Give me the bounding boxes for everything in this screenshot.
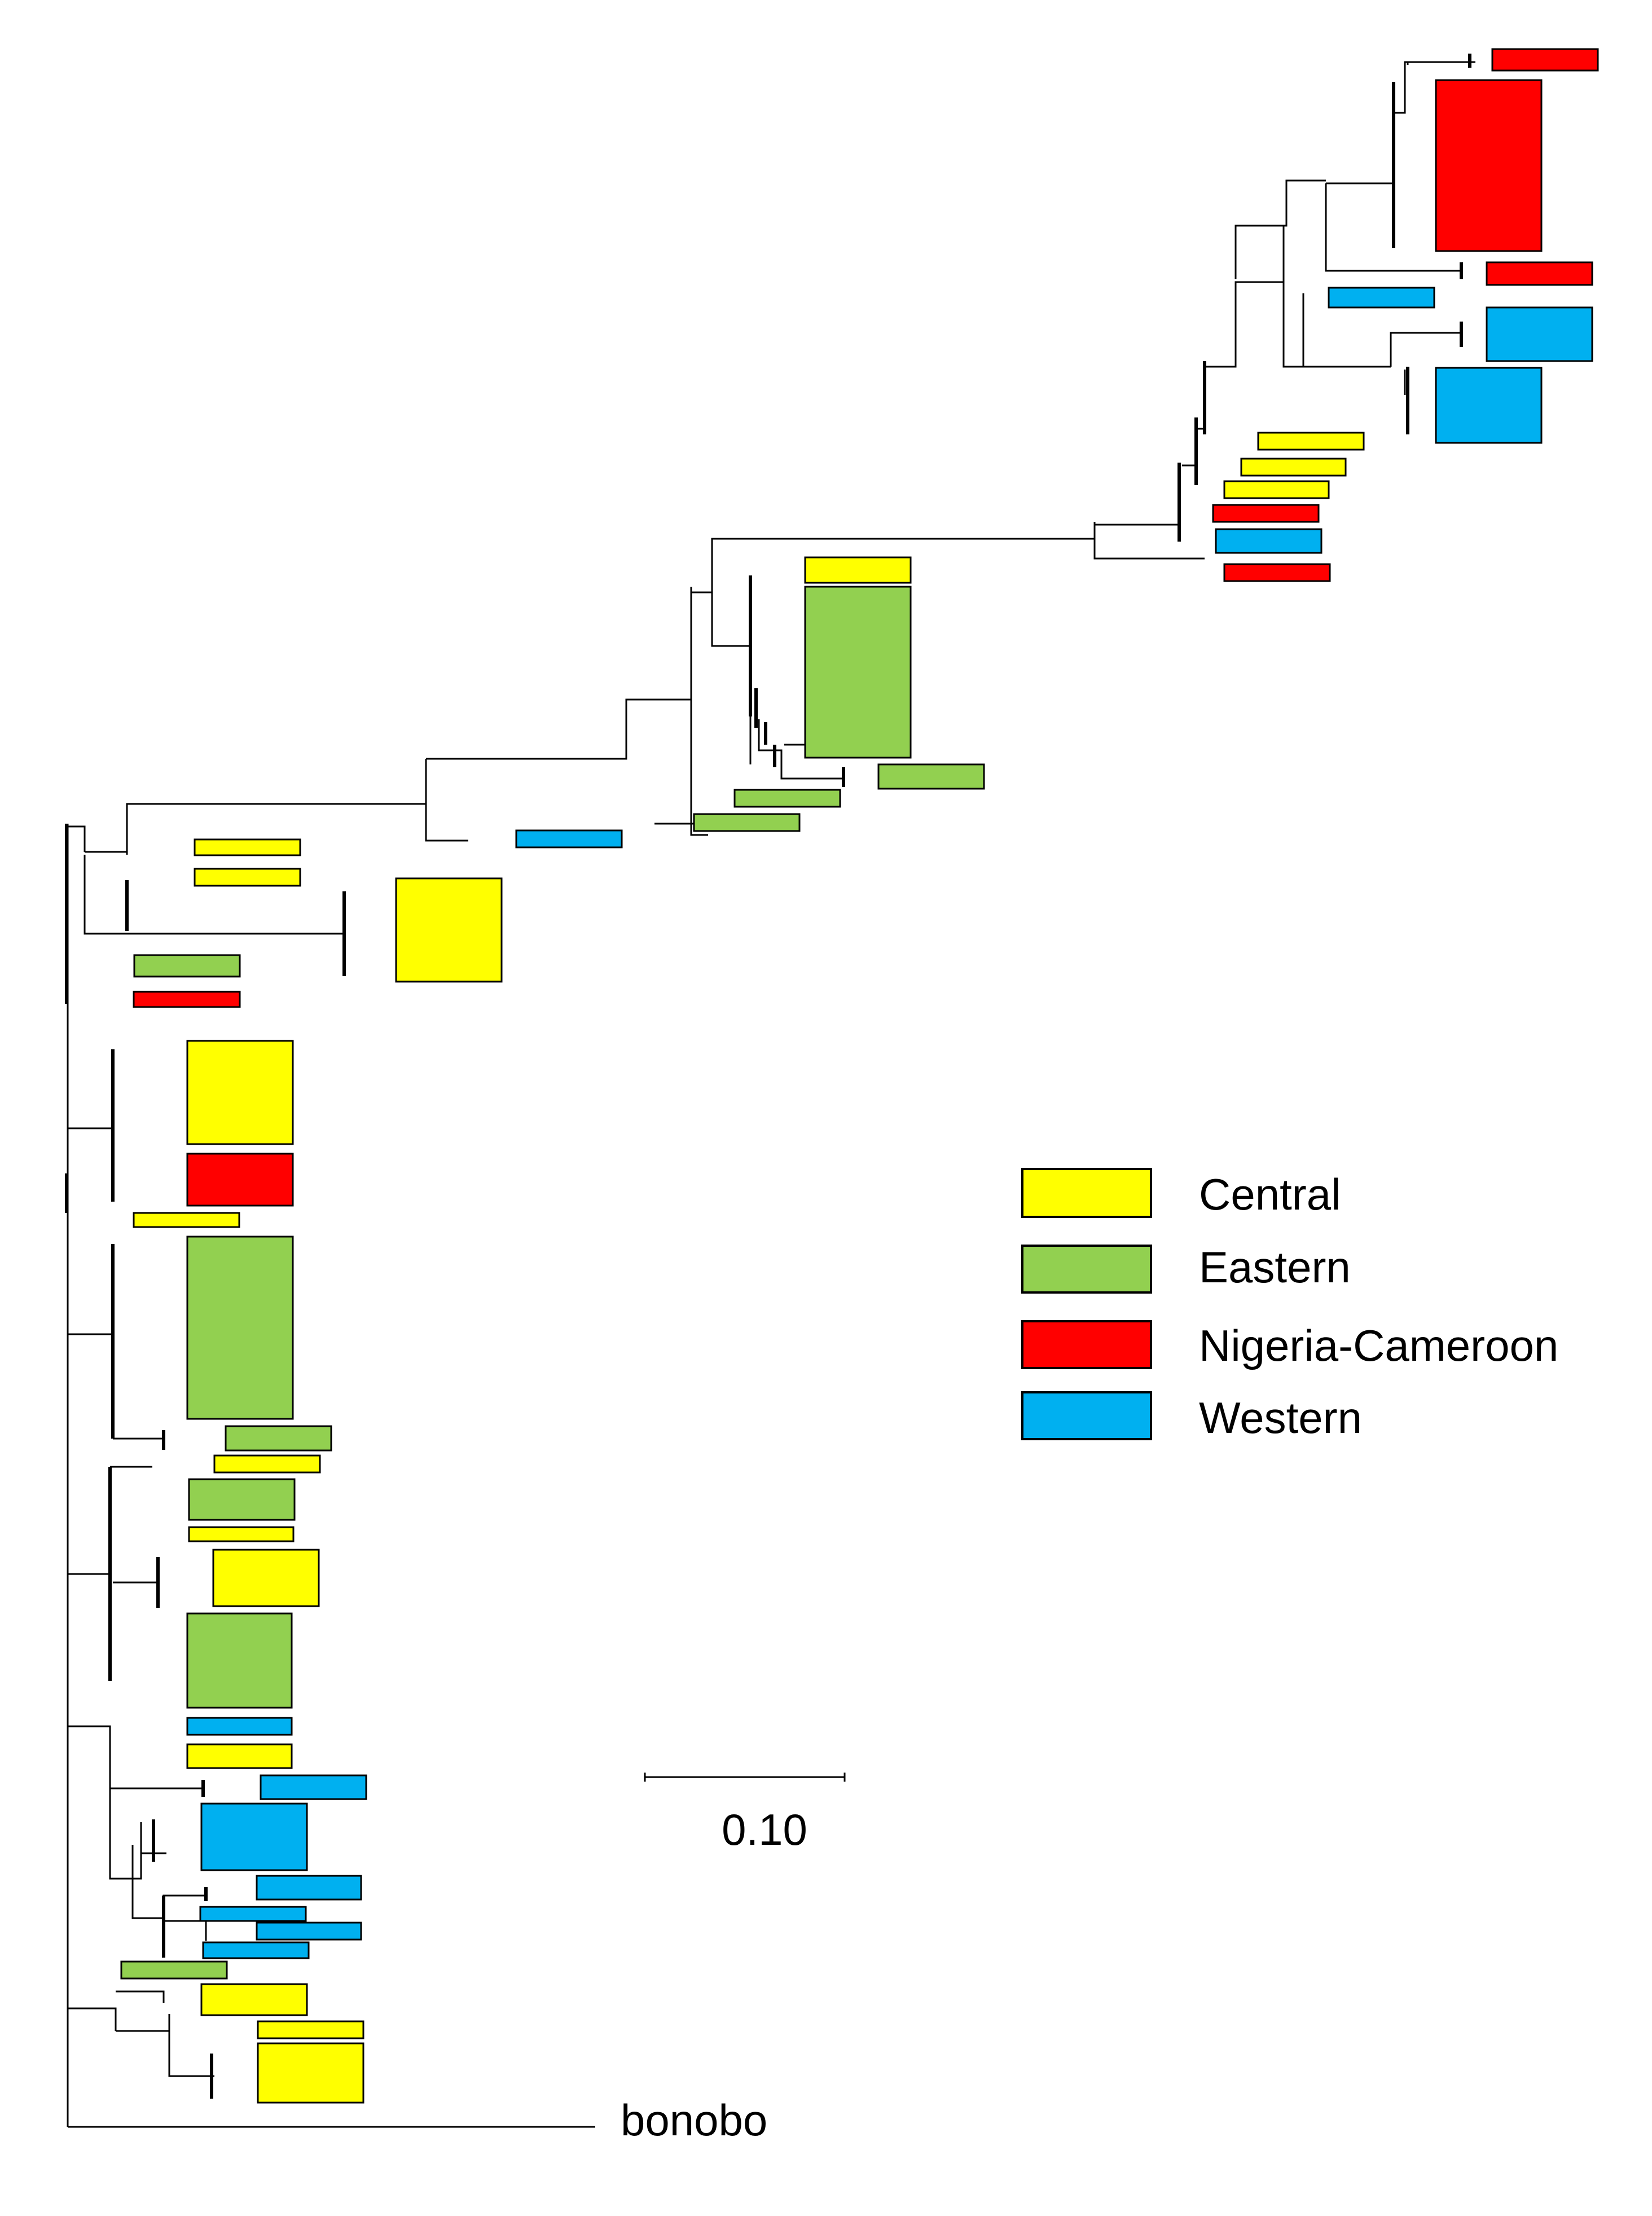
clade-boxes <box>120 48 1599 2104</box>
clade-box <box>194 868 301 887</box>
clade-box <box>256 1875 362 1901</box>
clade-box <box>186 1717 293 1736</box>
clade-box <box>133 954 241 978</box>
legend: Central Eastern Nigeria-Cameroon Western <box>1021 1168 1558 1443</box>
legend-swatch-central <box>1021 1168 1152 1218</box>
clade-box <box>733 789 841 808</box>
clade-box <box>693 813 801 832</box>
clade-box <box>186 1040 294 1145</box>
clade-box <box>200 1802 308 1871</box>
legend-swatch-nigeria-cameroon <box>1021 1320 1152 1369</box>
legend-label-central: Central <box>1199 1169 1341 1219</box>
clade-box <box>186 1235 294 1420</box>
clade-box <box>260 1774 367 1800</box>
clade-box <box>804 556 912 584</box>
clade-box <box>194 838 301 856</box>
tree-branches <box>65 54 1475 2128</box>
clade-box <box>188 1478 296 1521</box>
clade-box <box>256 1922 362 1941</box>
clade-box <box>1328 287 1435 309</box>
clade-box <box>202 1941 310 1959</box>
legend-swatch-eastern <box>1021 1245 1152 1294</box>
clade-box <box>120 1960 228 1980</box>
clade-box <box>1435 79 1543 252</box>
clade-box <box>213 1454 321 1474</box>
clade-box <box>1223 480 1330 499</box>
clade-box <box>186 1153 294 1207</box>
clade-box <box>515 829 623 848</box>
scale-bar-label: 0.10 <box>722 1805 807 1854</box>
legend-label-nigeria-cameroon: Nigeria-Cameroon <box>1199 1321 1558 1370</box>
clade-box <box>257 2020 364 2039</box>
clade-box <box>877 763 985 790</box>
clade-box <box>133 991 241 1008</box>
clade-box <box>257 2042 364 2104</box>
clade-box <box>1223 563 1331 582</box>
clade-box <box>1257 432 1365 451</box>
clade-box <box>1435 367 1543 444</box>
clade-box <box>186 1743 293 1769</box>
clade-box <box>1491 48 1599 72</box>
clade-box <box>1486 306 1593 362</box>
scale-bar: 0.10 <box>644 1773 846 1854</box>
clade-box <box>395 877 503 983</box>
clade-box <box>200 1983 308 2016</box>
clade-box <box>1486 261 1593 286</box>
clade-box <box>186 1612 293 1709</box>
legend-label-western: Western <box>1199 1393 1362 1443</box>
legend-swatch-western <box>1021 1391 1152 1440</box>
clade-box <box>225 1425 332 1452</box>
clade-box <box>188 1526 295 1542</box>
clade-box <box>804 586 912 759</box>
clade-box <box>1240 458 1347 477</box>
clade-box <box>133 1212 240 1228</box>
legend-label-eastern: Eastern <box>1199 1242 1351 1292</box>
clade-box <box>199 1906 307 1922</box>
clade-box <box>212 1549 320 1607</box>
clade-box <box>1215 528 1323 554</box>
clade-box <box>1212 504 1320 523</box>
outgroup-label: bonobo <box>621 2095 767 2145</box>
